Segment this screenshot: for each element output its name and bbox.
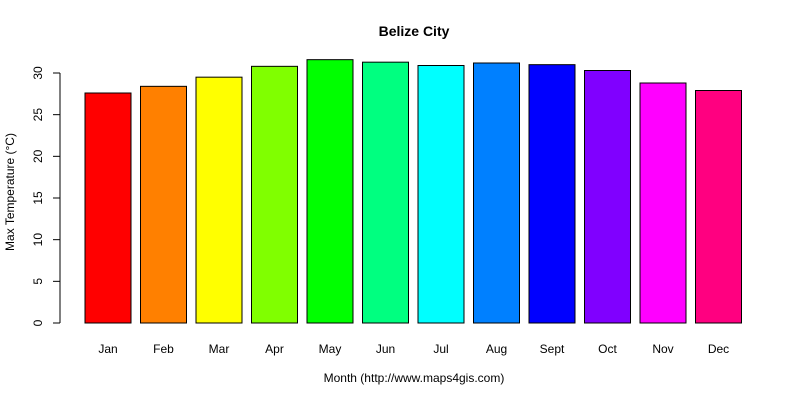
bar-sept (528, 64, 576, 324)
y-axis-label: Max Temperature (°C) (3, 133, 17, 251)
x-tick-label: Jun (376, 342, 395, 356)
x-tick-label: Sept (540, 342, 565, 356)
bar-oct (584, 70, 631, 324)
x-tick-label: Mar (209, 342, 230, 356)
x-tick-label: Oct (598, 342, 617, 356)
bar-mar (195, 76, 243, 324)
x-axis-label: Month (http://www.maps4gis.com) (324, 371, 505, 385)
y-tick-label: 0 (31, 319, 45, 326)
x-tick-label: Jan (98, 342, 117, 356)
x-tick-label: Nov (652, 342, 673, 356)
bar-feb (140, 85, 187, 324)
bar-jul (417, 65, 465, 324)
x-tick-label: May (319, 342, 342, 356)
x-tick-labels: Jan Feb Mar Apr May Jun Jul Aug Sept Oct Nov Dec (98, 342, 729, 356)
y-tick-label: 10 (31, 233, 45, 247)
bar-jun (362, 61, 409, 324)
bars-group (84, 59, 742, 324)
x-tick-label: Feb (153, 342, 174, 356)
bar-nov (639, 82, 687, 324)
x-tick-label: Aug (486, 342, 507, 356)
bar-jan (84, 92, 132, 324)
y-tick-label: 30 (31, 66, 45, 80)
y-tick-label: 20 (31, 149, 45, 163)
bar-aug (473, 62, 520, 324)
y-axis: 0 5 10 15 20 25 30 (31, 66, 61, 326)
x-tick-label: Dec (708, 342, 729, 356)
x-tick-label: Jul (433, 342, 448, 356)
y-tick-label: 5 (31, 278, 45, 285)
x-tick-label: Apr (265, 342, 284, 356)
bar-apr (251, 65, 298, 324)
chart-title: Belize City (379, 23, 450, 39)
y-tick-label: 25 (31, 108, 45, 122)
bar-dec (695, 90, 742, 324)
y-tick-label: 15 (31, 191, 45, 205)
bar-may (306, 59, 354, 324)
